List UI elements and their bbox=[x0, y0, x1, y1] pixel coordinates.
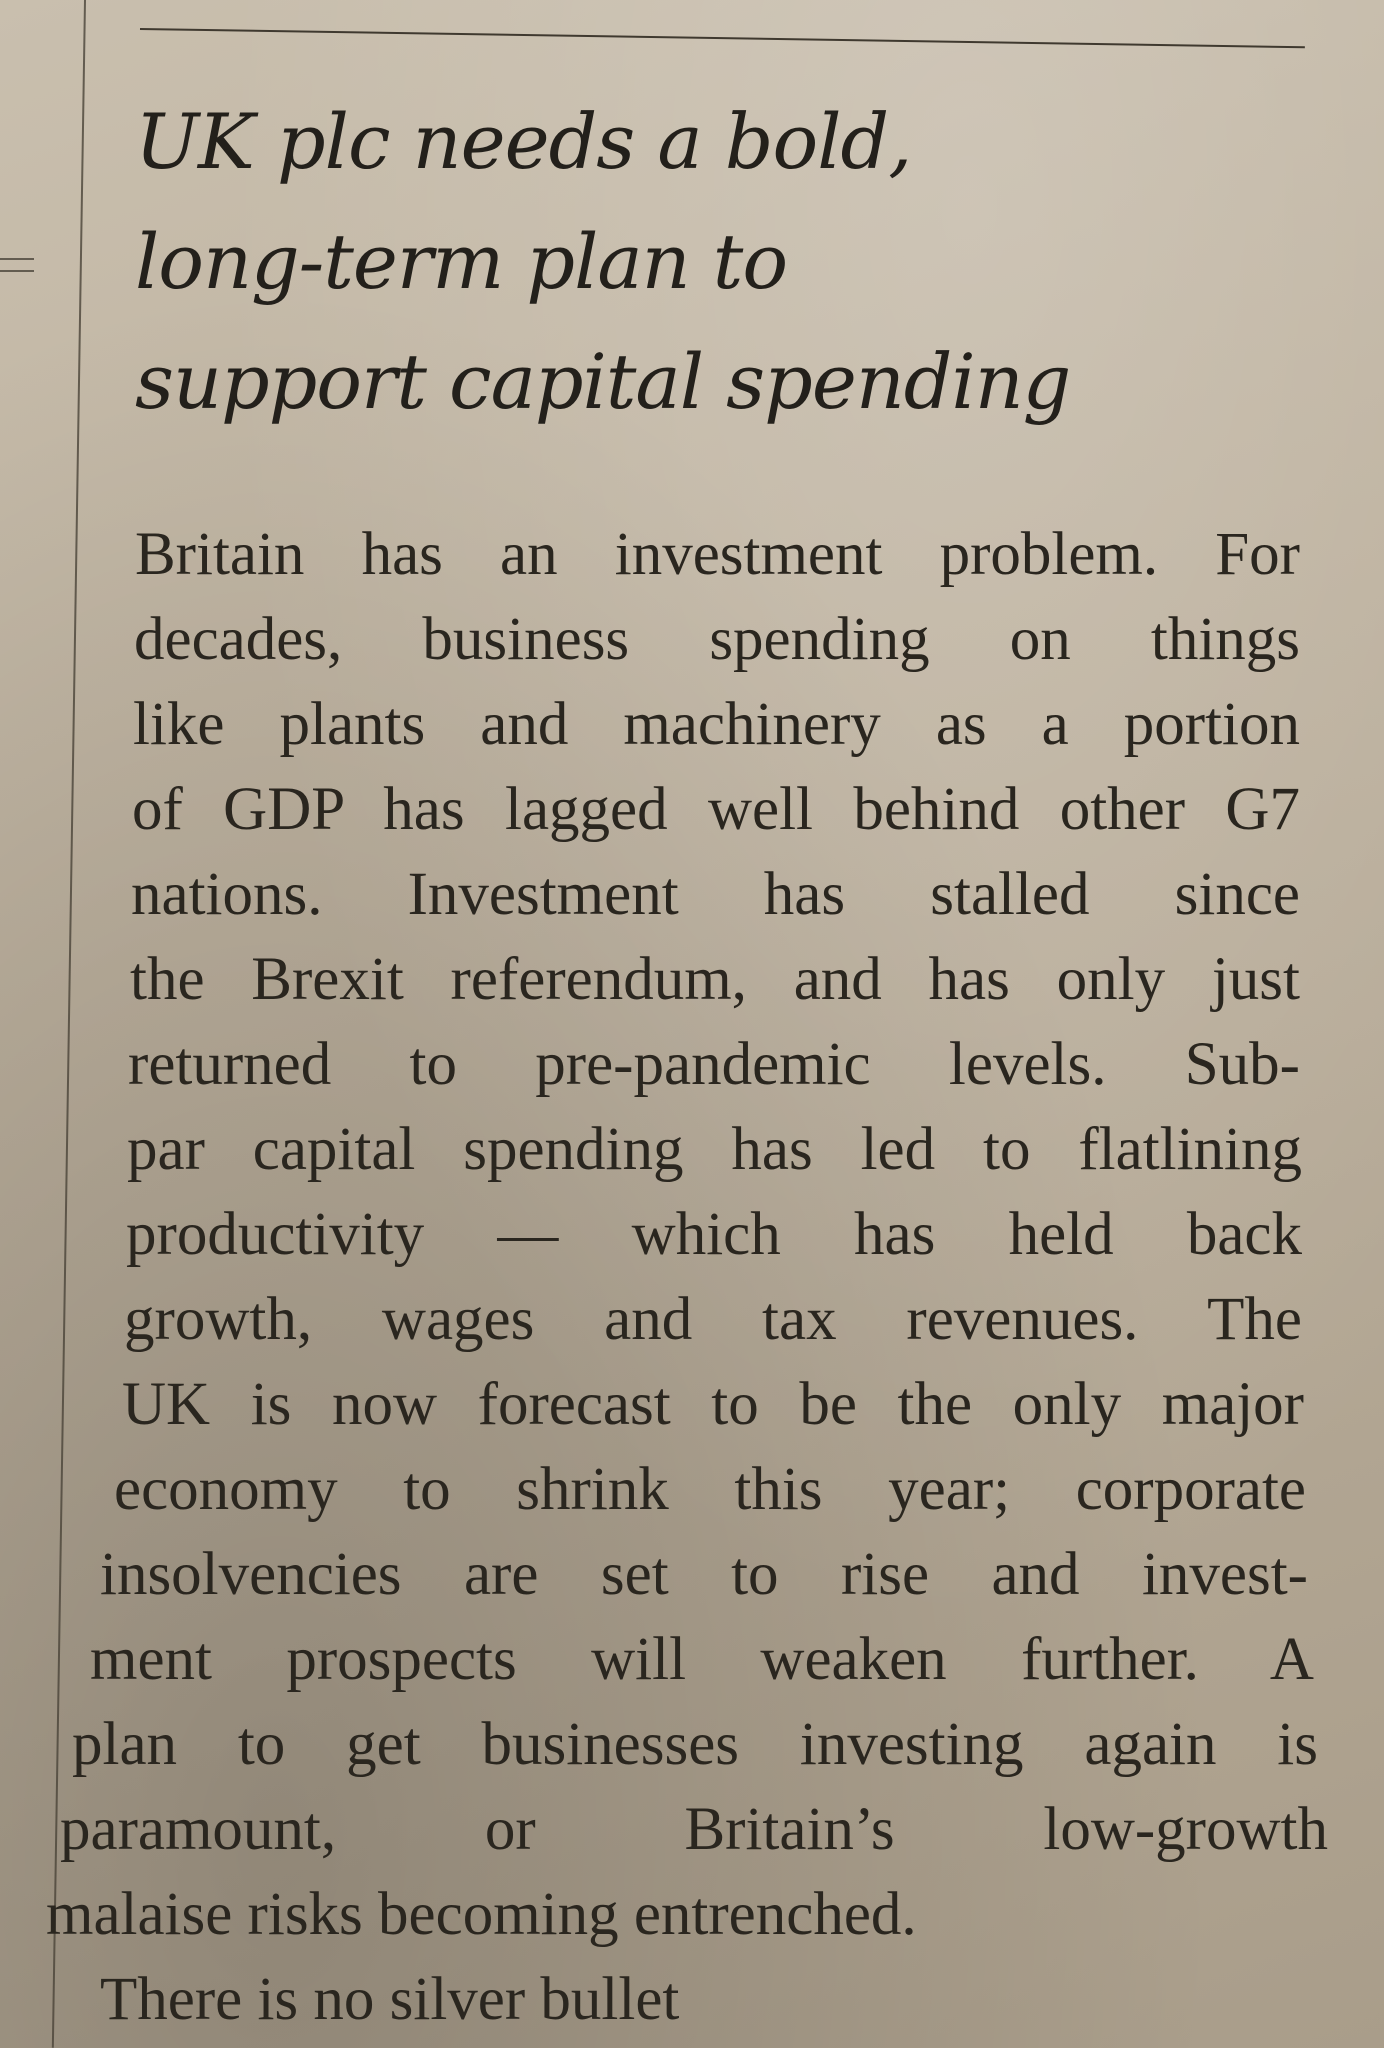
body-line: There is no silver bullet bbox=[100, 1966, 680, 2033]
body-line: economy to shrink this year; corporate bbox=[114, 1456, 1306, 1523]
headline-line: long-term plan to bbox=[135, 217, 788, 306]
headline-line: UK plc needs a bold, bbox=[135, 97, 912, 186]
body-line: Britain has an investment problem. For bbox=[135, 521, 1300, 588]
margin-mark bbox=[0, 258, 34, 272]
body-line: paramount, or Britain’s low-growth bbox=[60, 1796, 1328, 1863]
body-line: growth, wages and tax revenues. The bbox=[124, 1286, 1302, 1353]
body-line: like plants and machinery as a portion bbox=[133, 691, 1300, 758]
body-line: plan to get businesses investing again i… bbox=[72, 1711, 1318, 1778]
body-line: par capital spending has led to flatlini… bbox=[127, 1116, 1302, 1183]
headline: UK plc needs a bold, long-term plan to s… bbox=[135, 82, 1255, 442]
body-line: decades, business spending on things bbox=[134, 606, 1300, 673]
body-line: UK is now forecast to be the only major bbox=[122, 1371, 1304, 1438]
headline-line: support capital spending bbox=[135, 337, 1071, 426]
body-line: insolvencies are set to rise and invest- bbox=[100, 1541, 1308, 1608]
top-rule bbox=[139, 28, 1305, 49]
body-line: malaise risks becoming entrenched. bbox=[46, 1881, 917, 1948]
body-line: returned to pre-pandemic levels. Sub- bbox=[128, 1031, 1300, 1098]
body-line: nations. Investment has stalled since bbox=[131, 861, 1300, 928]
body-line: of GDP has lagged well behind other G7 bbox=[132, 776, 1300, 843]
body-line: the Brexit referendum, and has only just bbox=[130, 946, 1300, 1013]
body-line: ment prospects will weaken further. A bbox=[90, 1626, 1314, 1693]
body-line: productivity — which has held back bbox=[126, 1201, 1302, 1268]
